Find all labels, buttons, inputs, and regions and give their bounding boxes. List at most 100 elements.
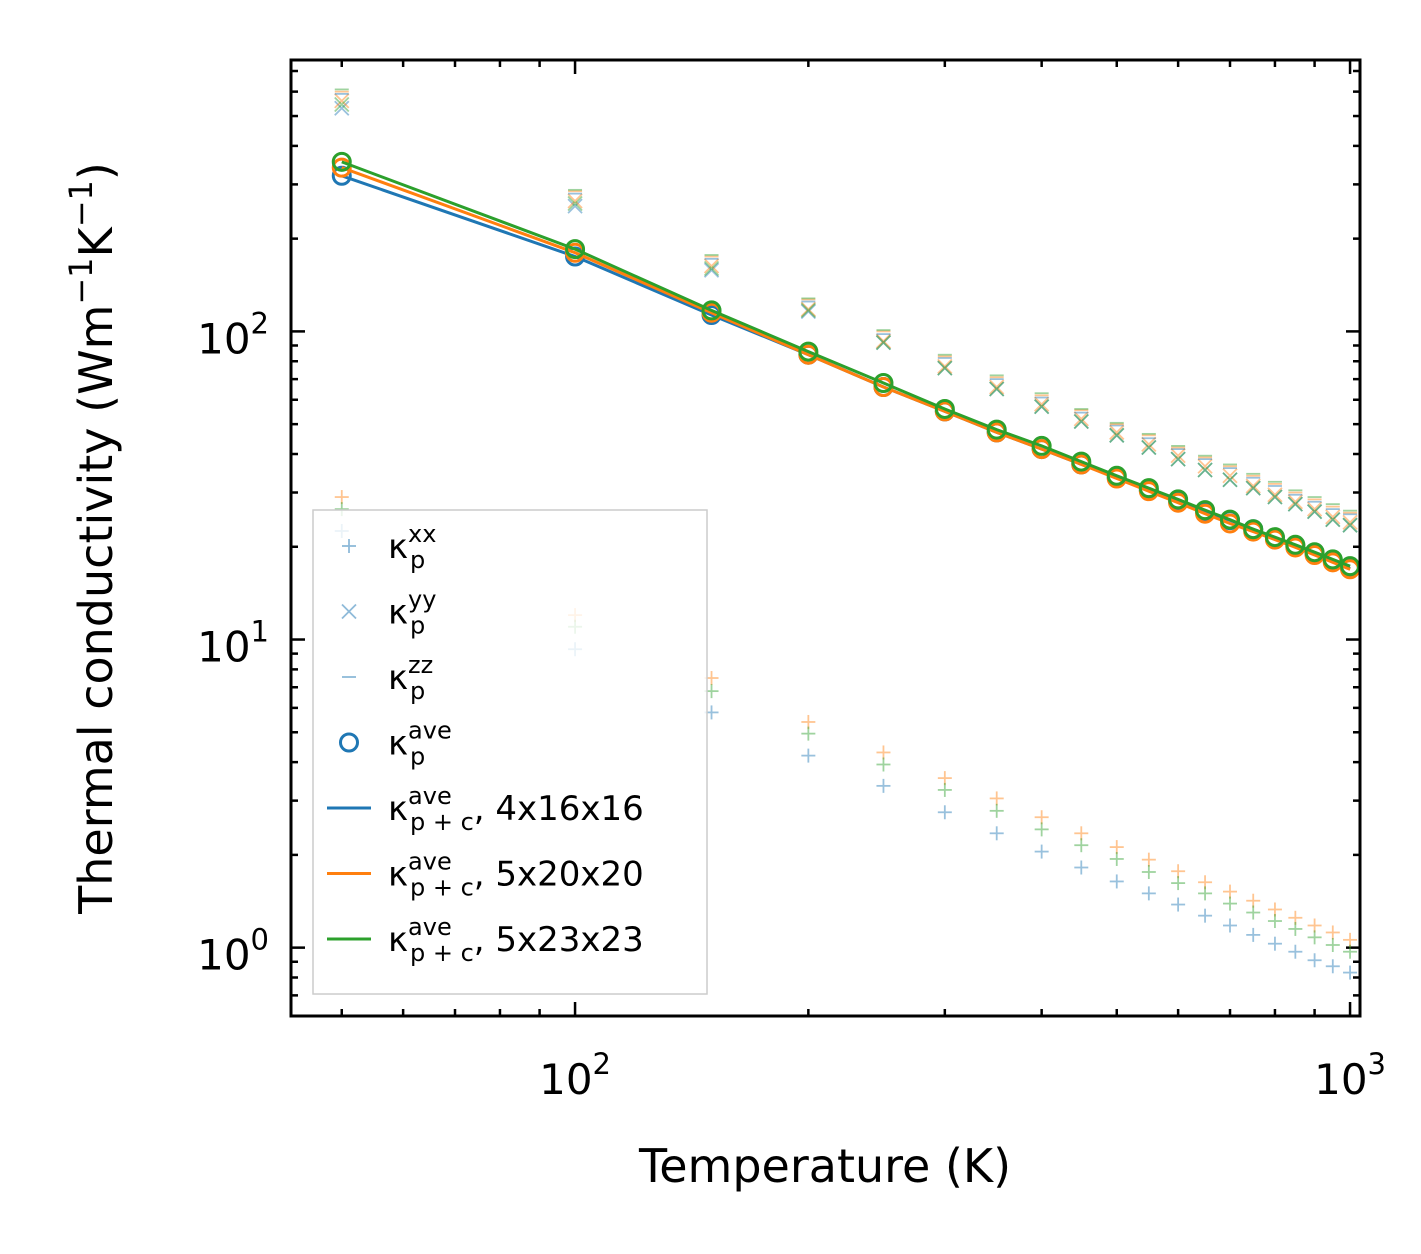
marker-plus-green [1109,851,1124,866]
marker-circle-green [1264,527,1285,548]
legend-label-base: κ [388,527,408,567]
marker-x-blue [1073,413,1089,430]
marker-x-blue-d2 [1306,504,1323,520]
marker-x-blue [334,100,350,116]
y-tick-label-base: 10 [197,931,250,980]
marker-plus-blue [937,805,952,820]
marker-x-blue [1306,504,1323,520]
marker-x-blue-d1 [567,198,583,214]
marker-plus-green [1267,914,1282,929]
legend-marker-circle [339,732,359,753]
marker-plus-green [937,782,952,797]
marker-x-orange-d2 [875,333,892,349]
marker-plus-blue [1198,908,1213,923]
marker-circle-green [873,373,894,394]
marker-x-blue-d2 [1222,472,1238,488]
y-tick-label-exp: 1 [251,615,269,649]
legend-label-sup: zz [408,651,433,679]
marker-plus-orange [1034,810,1049,825]
legend-label-sub: p [410,677,425,705]
legend-label-kzz: κzz p [388,651,433,705]
marker-x-green-d2 [1222,472,1238,488]
marker-x-orange-d2 [1325,509,1341,525]
marker-x-orange [1267,487,1283,503]
legend-marker-kyy-d2 [341,603,357,620]
y-tick-label: 100 [197,923,269,980]
marker-x-blue-d2 [989,381,1005,397]
marker-x-green [1287,496,1303,512]
marker-x-orange [703,258,720,274]
marker-x-green-d1 [937,360,953,376]
marker-x-green-d2 [1245,480,1261,496]
marker-plus-green [1288,921,1303,936]
marker-x-blue-d2 [1245,480,1261,496]
marker-plus-orange [1223,884,1238,899]
legend-label-sup: xx [408,520,436,548]
marker-x-orange-d2 [1287,494,1303,510]
marker-circle-orange [331,157,352,178]
marker-plus-blue [989,826,1004,841]
marker-x-orange-d1 [1342,514,1358,531]
legend-label-suffix: , 4x16x16 [474,789,644,829]
marker-x-green-d2 [1197,462,1213,478]
x-tick-label: 102 [539,1047,611,1104]
marker-x-blue [567,198,583,214]
marker-x-orange-d1 [1245,478,1261,494]
marker-plus-green [1198,886,1213,901]
marker-plus-blue [1307,953,1322,968]
marker-x-blue-d2 [800,303,816,320]
marker-circle-green [1243,519,1264,540]
marker-x-orange [989,379,1005,395]
marker-x-green-d2 [1170,451,1186,467]
marker-plus-orange [1325,925,1340,940]
marker-plus-blue [1074,860,1089,875]
marker-x-blue-d1 [1034,398,1050,415]
marker-x-orange-d2 [567,193,583,209]
legend-label-line1: κave p + c, 4x16x16 [388,782,644,836]
marker-plus-blue [1034,844,1049,859]
marker-plus-green [1034,822,1049,837]
marker-x-green [1342,517,1358,533]
marker-x-orange-d1 [1170,448,1186,464]
marker-x-blue-d1 [1197,462,1213,478]
marker-x-green-d2 [1306,504,1323,520]
marker-x-orange-d1 [1306,501,1323,517]
marker-plus-blue [1246,927,1261,942]
marker-plus-orange [1198,875,1213,890]
marker-x-orange-d1 [1073,411,1089,427]
x-tick-label-exp: 2 [593,1047,611,1081]
marker-x-green-d1 [1197,462,1213,478]
marker-x-blue [937,360,953,376]
marker-x-orange-d1 [1034,396,1050,412]
marker-x-blue [703,262,720,278]
marker-x-orange [1141,436,1157,452]
marker-plus-blue [1325,959,1340,974]
marker-circle-green [1304,542,1325,563]
marker-x-green-d2 [1073,413,1089,430]
marker-x-orange-d1 [875,333,892,349]
marker-circle-green [331,151,352,172]
marker-plus-blue [801,748,816,763]
marker-plus-green [1246,905,1261,920]
marker-plus-green [1223,896,1238,911]
x-tick-label-exp: 3 [1368,1047,1386,1081]
marker-x-orange-d1 [1325,509,1341,525]
legend-label-kyy: κyy p [388,586,436,640]
marker-x-green-d2 [1141,439,1157,456]
marker-x-orange [800,301,816,317]
x-tick-label: 103 [1314,1047,1386,1104]
marker-plus-green [1307,930,1322,945]
marker-circle-green [1071,451,1092,472]
marker-circle-green [701,300,722,321]
marker-x-blue-d1 [1306,504,1323,520]
marker-x-green-d1 [875,334,892,351]
marker-plus-orange [1246,893,1261,908]
legend-label-sub: p [410,612,425,640]
legend-label-line3: κave p + c, 5x23x23 [388,913,644,967]
marker-circle-green [1031,435,1052,456]
marker-x-green-d1 [1222,472,1238,488]
y-tick-label-exp: 0 [251,923,269,957]
marker-x-green [1073,413,1089,430]
marker-x-orange-d2 [800,301,816,317]
marker-x-orange-d1 [1141,436,1157,452]
